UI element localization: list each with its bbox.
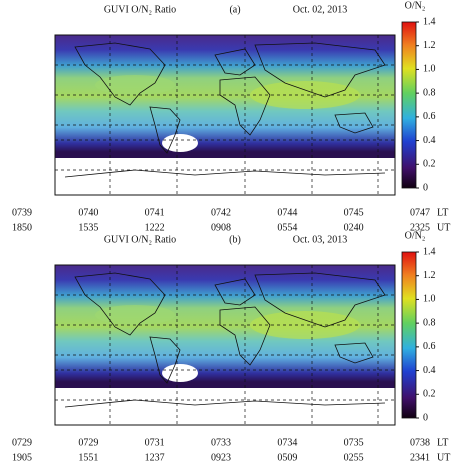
colorbar-tick-label: 0.4 — [423, 365, 436, 376]
lt-unit: LT — [437, 437, 448, 448]
colorbar — [401, 21, 417, 189]
ut-label: 1535 — [78, 222, 98, 233]
colorbar-tick-label: 1.0 — [423, 294, 436, 305]
panel-label: (b) — [229, 234, 241, 245]
lt-label: 0735 — [344, 437, 364, 448]
colorbar — [401, 251, 417, 419]
ut-label: 1850 — [12, 222, 32, 233]
colorbar-tick-label: 0.8 — [423, 87, 436, 98]
colorbar-label: O/N₂ — [405, 230, 426, 241]
colorbar-tick-label: 0.4 — [423, 135, 436, 146]
lt-label: 0729 — [78, 437, 98, 448]
panel-title: GUVI O/N₂ Ratio — [104, 4, 176, 15]
lt-label: 0741 — [145, 207, 165, 218]
panel: GUVI O/N₂ Ratio (b) Oct. 03, 2013 O/N₂ 0 0.2 0… — [12, 230, 450, 463]
colorbar-tick-label: 0.8 — [423, 317, 436, 328]
ut-label: 0255 — [344, 452, 364, 463]
colorbar-tick-label: 0.2 — [423, 159, 436, 170]
colorbar-tick-label: 1.4 — [423, 16, 436, 27]
ut-label: 0908 — [211, 222, 231, 233]
ut-label: 1551 — [78, 452, 98, 463]
map — [54, 34, 396, 196]
colorbar-tick-label: 1.4 — [423, 246, 436, 257]
colorbar-tick-label: 0.6 — [423, 341, 436, 352]
lt-unit: LT — [437, 207, 448, 218]
ut-label: 0240 — [344, 222, 364, 233]
lt-label: 0744 — [277, 207, 297, 218]
lt-label: 0733 — [211, 437, 231, 448]
panel-date: Oct. 03, 2013 — [293, 234, 347, 245]
lt-label: 0731 — [145, 437, 165, 448]
lt-label: 0739 — [12, 207, 32, 218]
map — [54, 264, 396, 426]
ut-label: 0554 — [277, 222, 297, 233]
lt-label: 0745 — [344, 207, 364, 218]
colorbar-label: O/N₂ — [405, 0, 426, 11]
lt-label: 0729 — [12, 437, 32, 448]
lt-label: 0734 — [277, 437, 297, 448]
ut-label: 0509 — [277, 452, 297, 463]
colorbar-tick-label: 1.2 — [423, 40, 436, 51]
lt-label: 0740 — [78, 207, 98, 218]
ut-unit: UT — [437, 222, 450, 233]
colorbar-tick-label: 1.2 — [423, 270, 436, 281]
ut-label: 0923 — [211, 452, 231, 463]
colorbar-tick-label: 0 — [423, 412, 428, 423]
colorbar-tick-label: 1.0 — [423, 64, 436, 75]
lt-label: 0742 — [211, 207, 231, 218]
colorbar-tick-label: 0 — [423, 182, 428, 193]
ut-label: 2325 — [410, 222, 430, 233]
ut-label: 2341 — [410, 452, 430, 463]
colorbar-tick-label: 0.2 — [423, 389, 436, 400]
colorbar-tick-label: 0.6 — [423, 111, 436, 122]
panel: GUVI O/N₂ Ratio (a) Oct. 02, 2013 O/N₂ 0 0.2 0… — [12, 0, 450, 233]
ut-label: 1237 — [145, 452, 165, 463]
lt-label: 0747 — [410, 207, 430, 218]
panel-title: GUVI O/N₂ Ratio — [104, 234, 176, 245]
ut-label: 1222 — [145, 222, 165, 233]
panel-date: Oct. 02, 2013 — [293, 4, 347, 15]
ut-label: 1905 — [12, 452, 32, 463]
ut-unit: UT — [437, 452, 450, 463]
panel-label: (a) — [229, 4, 240, 15]
lt-label: 0738 — [410, 437, 430, 448]
